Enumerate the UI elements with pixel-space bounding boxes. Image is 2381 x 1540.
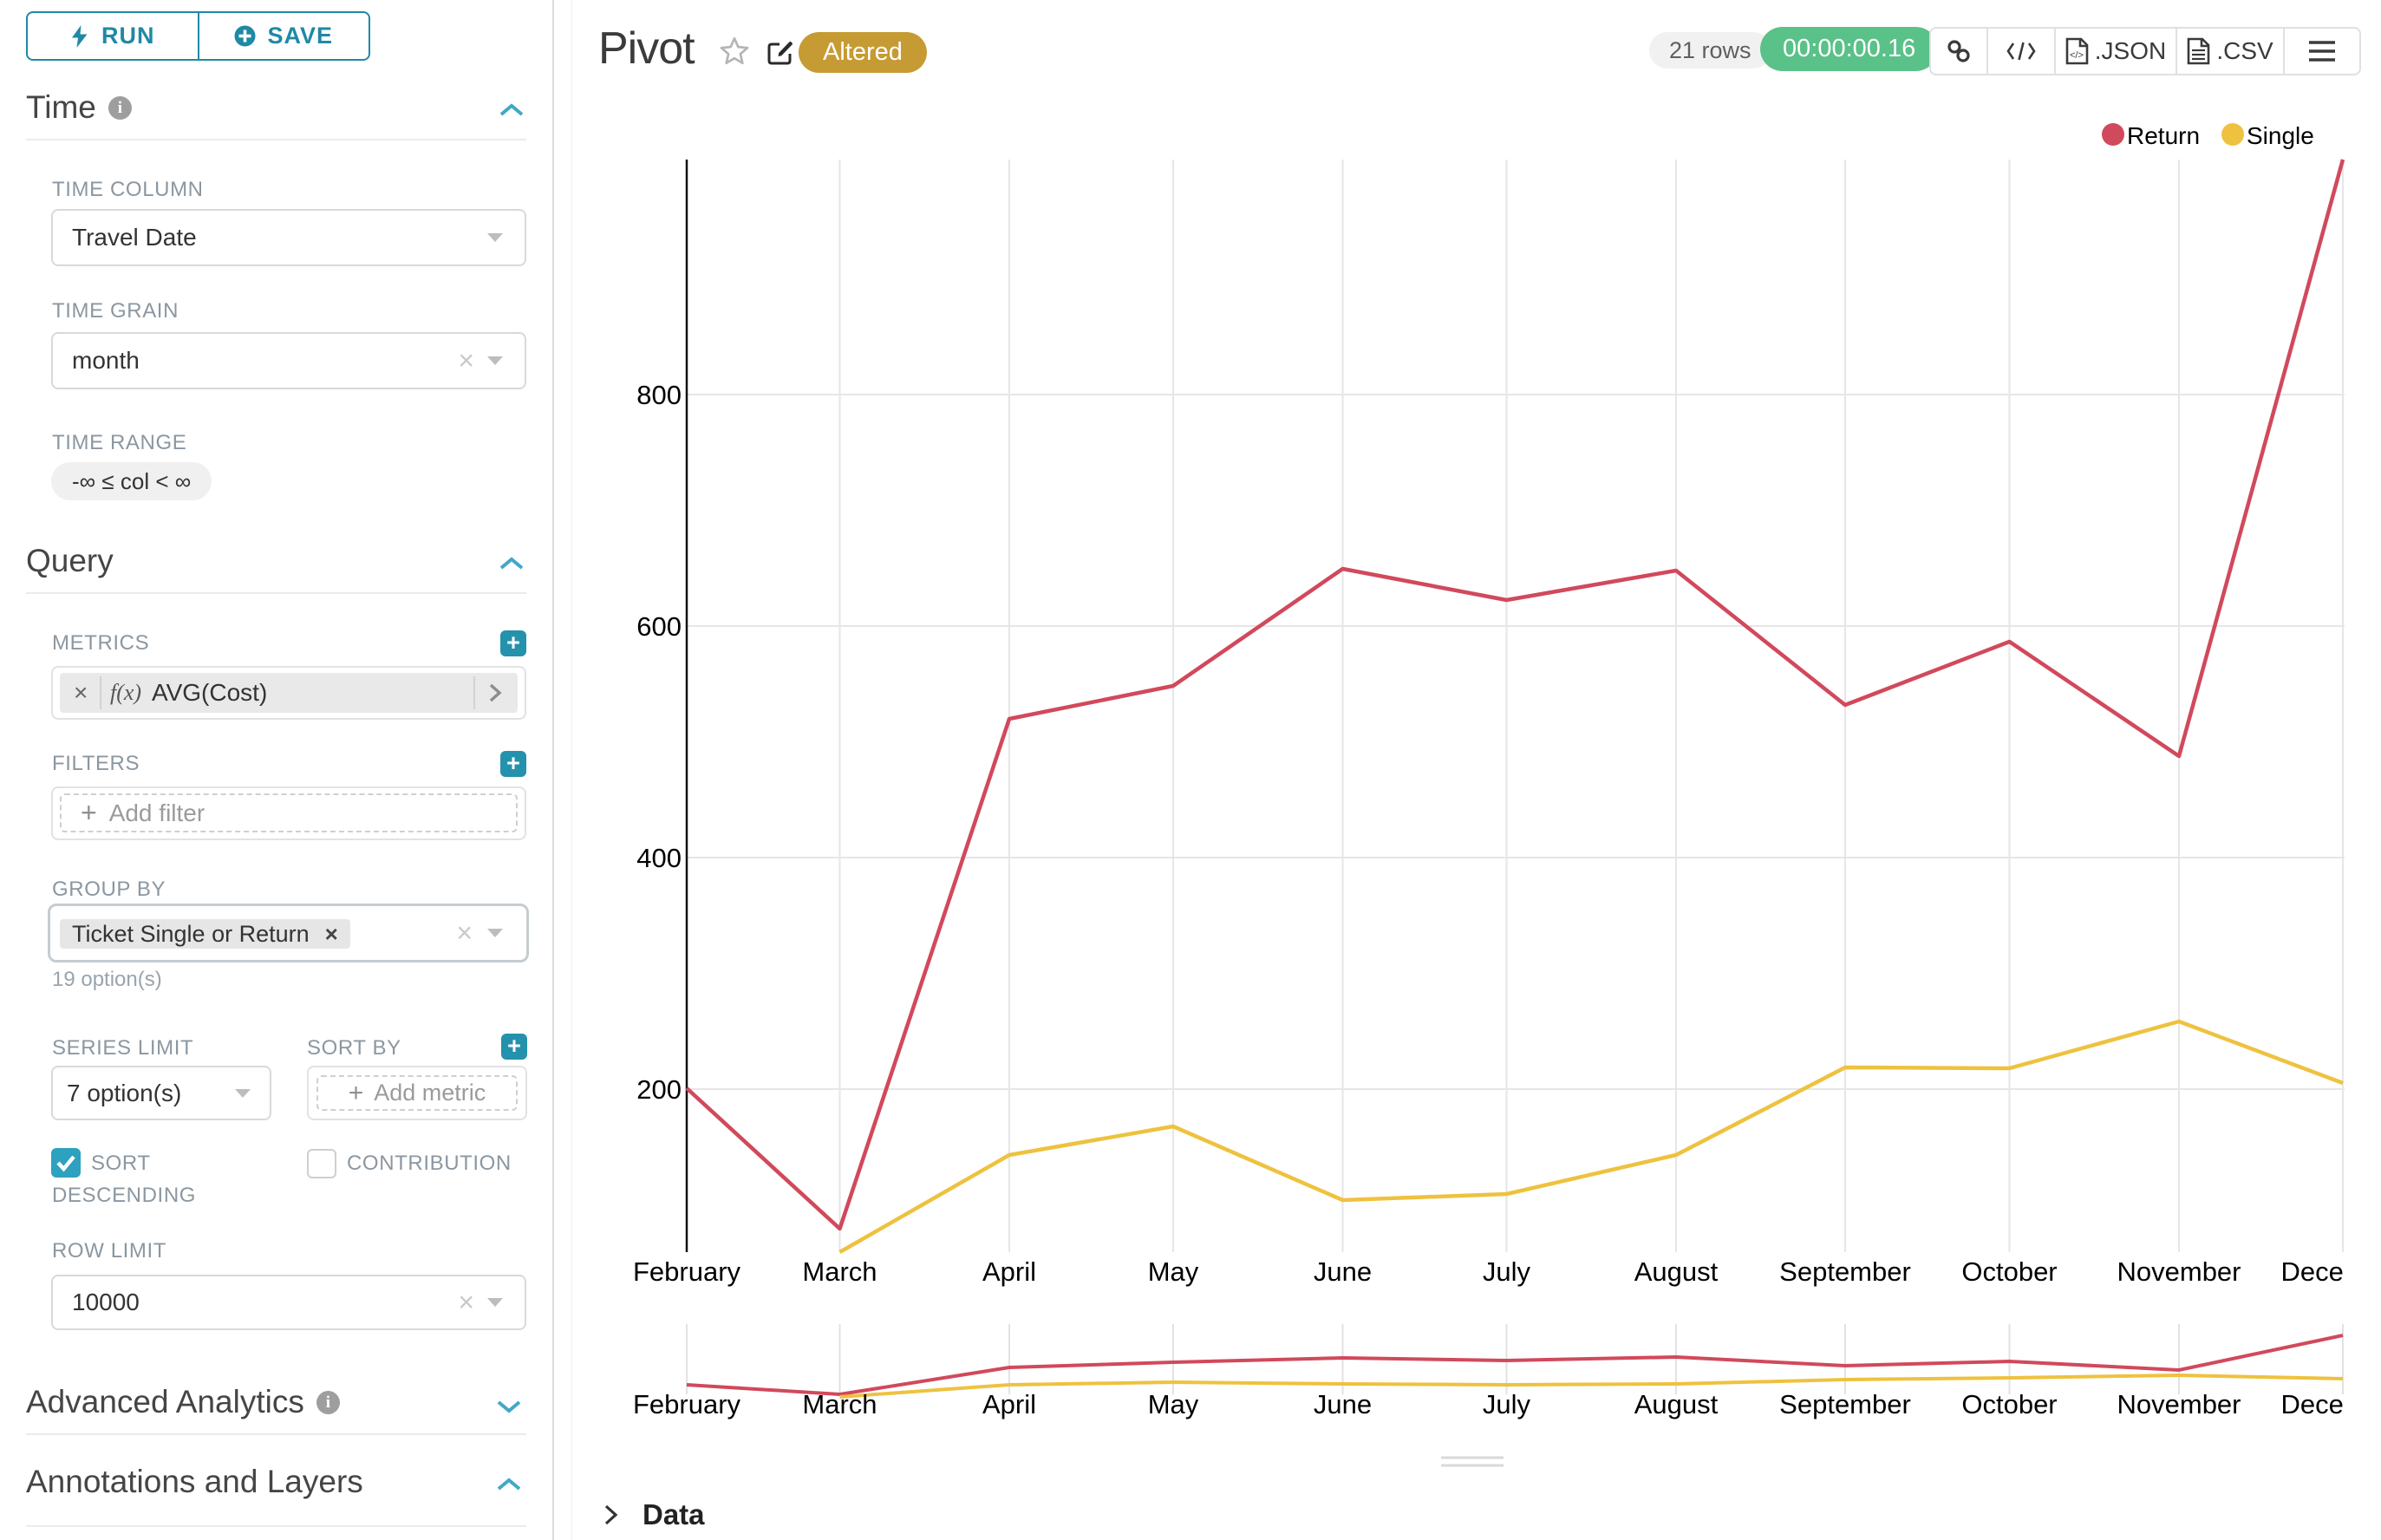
svg-text:800: 800 [636,380,682,410]
svg-text:February: February [633,1256,741,1287]
svg-text:April: April [982,1256,1036,1287]
svg-text:July: July [1483,1389,1531,1419]
svg-text:September: September [1779,1389,1911,1419]
svg-text:May: May [1148,1256,1199,1287]
svg-text:400: 400 [636,843,682,873]
svg-text:Return: Return [2127,122,2200,149]
svg-text:July: July [1483,1256,1531,1287]
svg-text:February: February [633,1389,741,1419]
svg-text:May: May [1148,1389,1199,1419]
svg-text:200: 200 [636,1074,682,1105]
svg-text:August: August [1634,1256,1719,1287]
svg-text:March: March [802,1256,877,1287]
svg-text:June: June [1314,1389,1372,1419]
svg-text:November: November [2117,1256,2241,1287]
svg-text:</>: </> [2070,50,2084,61]
svg-text:June: June [1314,1256,1372,1287]
svg-text:Data: Data [643,1498,705,1530]
svg-text:December: December [2281,1389,2381,1419]
svg-text:August: August [1634,1389,1719,1419]
svg-text:October: October [1961,1389,2057,1419]
svg-text:March: March [802,1389,877,1419]
svg-text:Single: Single [2247,122,2314,149]
svg-text:September: September [1779,1256,1911,1287]
svg-text:November: November [2117,1389,2241,1419]
svg-text:April: April [982,1389,1036,1419]
svg-text:December: December [2281,1256,2381,1287]
svg-text:600: 600 [636,611,682,642]
svg-text:October: October [1961,1256,2057,1287]
